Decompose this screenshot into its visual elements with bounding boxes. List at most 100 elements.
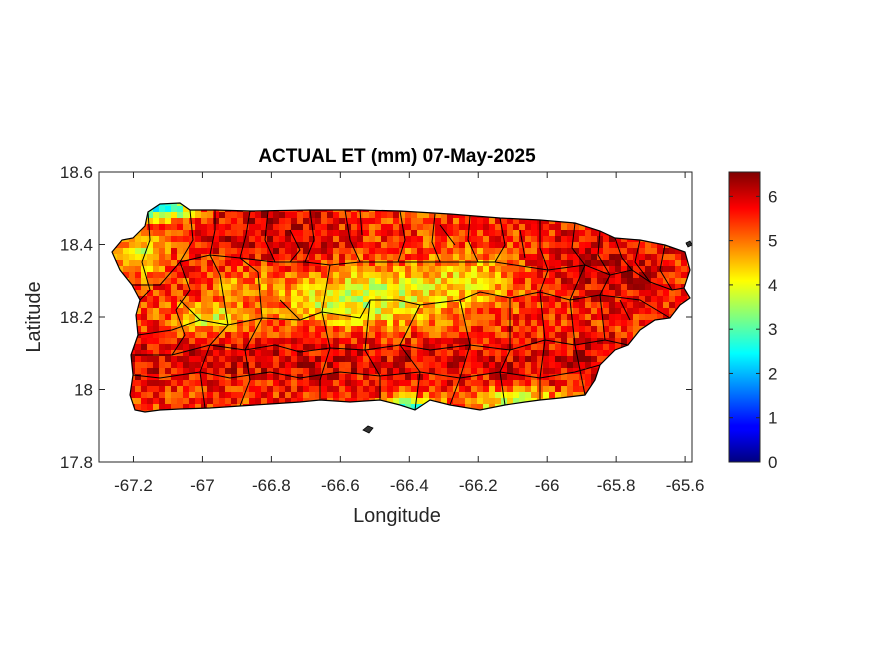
et-cell: [183, 230, 190, 237]
et-cell: [291, 278, 298, 285]
et-cell: [513, 362, 520, 369]
et-cell: [297, 290, 304, 297]
et-cell: [351, 212, 358, 219]
et-cell: [537, 344, 544, 351]
et-cell: [453, 332, 460, 339]
et-cell: [267, 260, 274, 267]
et-cell: [501, 320, 508, 327]
et-cell: [573, 242, 580, 249]
et-cell: [291, 398, 298, 405]
et-cell: [423, 230, 430, 237]
et-cell: [573, 344, 580, 351]
et-cell: [369, 386, 376, 393]
et-cell: [411, 248, 418, 255]
et-cell: [513, 290, 520, 297]
et-cell: [603, 332, 610, 339]
et-cell: [291, 344, 298, 351]
et-cell: [495, 236, 502, 243]
et-cell: [261, 332, 268, 339]
et-cell: [399, 308, 406, 315]
et-cell: [375, 266, 382, 273]
et-cell: [471, 218, 478, 225]
et-cell: [303, 368, 310, 375]
et-cell: [333, 266, 340, 273]
et-cell: [663, 266, 670, 273]
et-cell: [135, 386, 142, 393]
et-cell: [495, 398, 502, 405]
et-cell: [333, 344, 340, 351]
et-cell: [345, 338, 352, 345]
et-cell: [435, 260, 442, 267]
et-cell: [375, 296, 382, 303]
et-cell: [297, 236, 304, 243]
et-cell: [525, 254, 532, 261]
et-cell: [375, 278, 382, 285]
et-cell: [231, 392, 238, 399]
et-cell: [507, 362, 514, 369]
et-cell: [351, 260, 358, 267]
et-cell: [231, 284, 238, 291]
et-cell: [135, 314, 142, 321]
et-cell: [189, 242, 196, 249]
et-cell: [201, 230, 208, 237]
et-cell: [627, 284, 634, 291]
et-cell: [651, 266, 658, 273]
et-cell: [423, 356, 430, 363]
et-cell: [135, 272, 142, 279]
et-cell: [447, 278, 454, 285]
et-cell: [327, 272, 334, 279]
et-cell: [615, 236, 622, 243]
et-cell: [477, 296, 484, 303]
et-cell: [507, 230, 514, 237]
et-cell: [249, 350, 256, 357]
et-cell: [615, 266, 622, 273]
et-cell: [255, 260, 262, 267]
et-cell: [441, 290, 448, 297]
et-cell: [297, 338, 304, 345]
et-cell: [603, 284, 610, 291]
et-cell: [309, 350, 316, 357]
et-cell: [693, 338, 700, 345]
et-cell: [675, 290, 682, 297]
et-cell: [261, 350, 268, 357]
et-cell: [609, 236, 616, 243]
et-cell: [453, 278, 460, 285]
et-cell: [531, 326, 538, 333]
x-axis-label: Longitude: [353, 505, 441, 527]
et-cell: [255, 368, 262, 375]
et-cell: [243, 248, 250, 255]
et-cell: [333, 326, 340, 333]
et-cell: [189, 380, 196, 387]
et-cell: [573, 326, 580, 333]
et-cell: [411, 338, 418, 345]
et-cell: [633, 302, 640, 309]
et-cell: [177, 404, 184, 411]
et-cell: [651, 308, 658, 315]
et-cell: [531, 302, 538, 309]
et-cell: [165, 320, 172, 327]
et-cell: [549, 326, 556, 333]
et-cell: [483, 254, 490, 261]
et-cell: [669, 302, 676, 309]
et-cell: [435, 224, 442, 231]
et-cell: [165, 230, 172, 237]
et-cell: [519, 284, 526, 291]
et-cell: [141, 338, 148, 345]
et-cell: [693, 296, 700, 303]
et-cell: [663, 248, 670, 255]
et-cell: [297, 242, 304, 249]
et-cell: [153, 206, 160, 213]
et-cell: [567, 272, 574, 279]
x-tick-label: -66.2: [459, 476, 498, 495]
et-cell: [609, 344, 616, 351]
et-cell: [507, 284, 514, 291]
et-cell: [141, 404, 148, 411]
et-cell: [177, 242, 184, 249]
et-cell: [249, 254, 256, 261]
et-cell: [423, 338, 430, 345]
et-cell: [507, 386, 514, 393]
et-cell: [639, 296, 646, 303]
et-cell: [489, 308, 496, 315]
et-cell: [393, 302, 400, 309]
et-cell: [261, 392, 268, 399]
